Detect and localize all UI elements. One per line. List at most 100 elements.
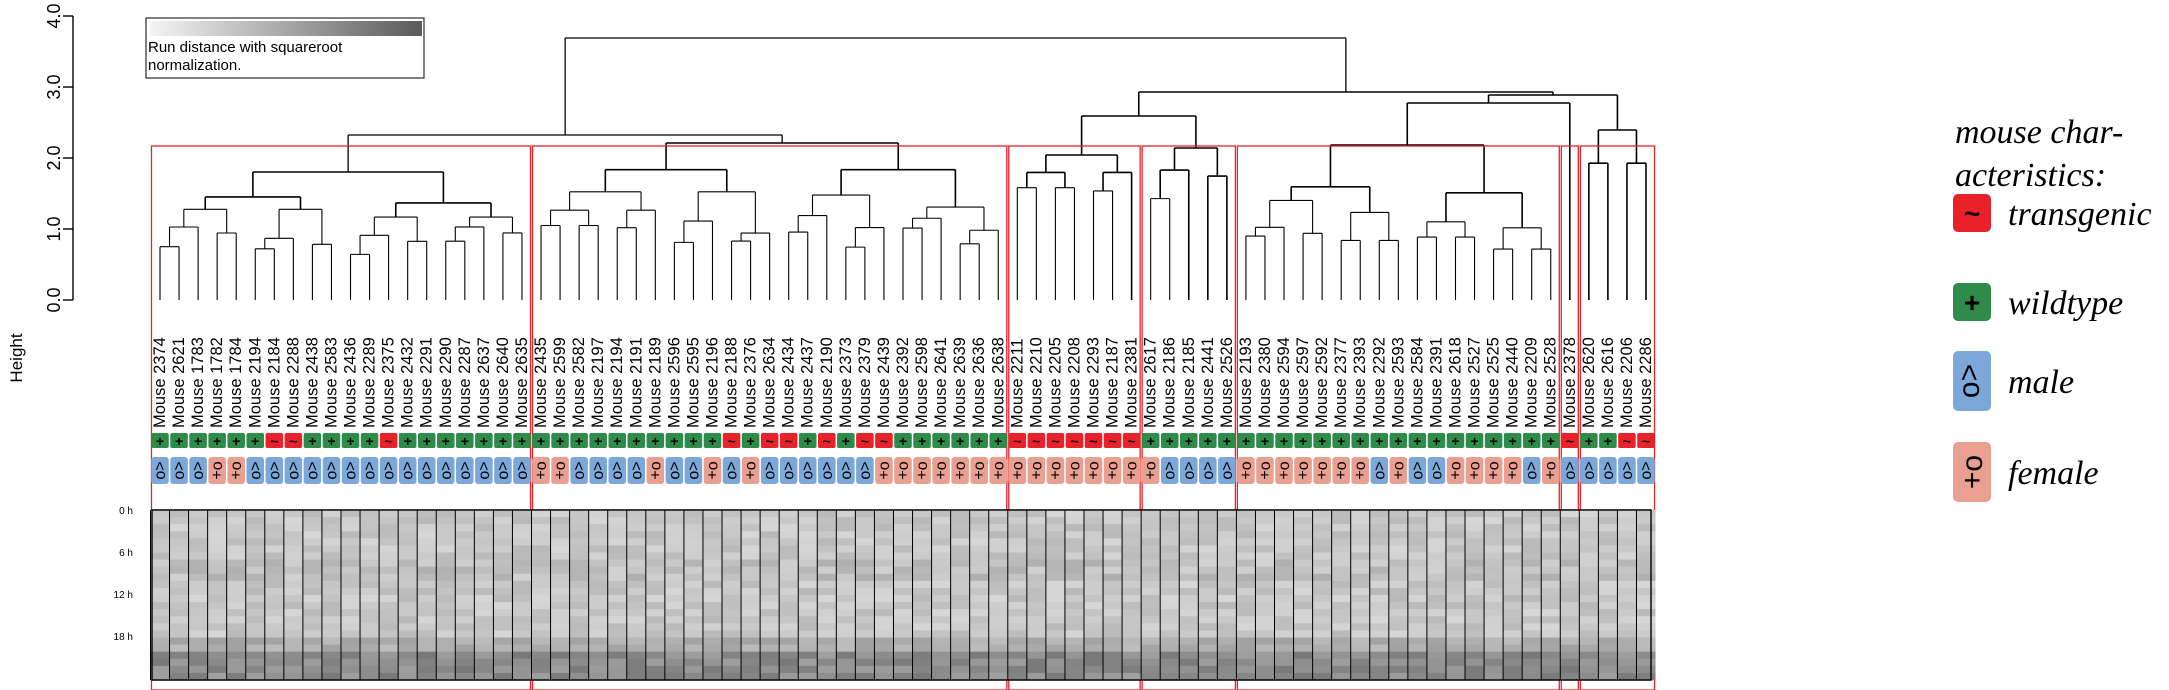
sex-glyph: o> — [1562, 461, 1579, 479]
time-label: 18 h — [114, 632, 133, 643]
type-glyph: + — [1489, 433, 1497, 449]
transgenic-marker — [856, 433, 874, 448]
male-icon: o> — [1953, 364, 1986, 398]
transgenic-marker — [265, 433, 284, 448]
male-marker — [151, 457, 169, 484]
mouse-label: Mouse 2440 — [1504, 337, 1522, 428]
type-glyph: + — [1451, 433, 1459, 449]
type-glyph: ~ — [1566, 433, 1574, 449]
type-glyph: + — [461, 433, 469, 449]
type-glyph: + — [423, 433, 431, 449]
mouse-label: Mouse 2599 — [551, 337, 569, 428]
mouse-label: Mouse 2189 — [646, 337, 664, 428]
female-legend-swatch — [1953, 442, 1991, 502]
wildtype-marker — [322, 433, 341, 448]
sex-glyph: o> — [152, 461, 169, 479]
type-glyph: ~ — [1642, 433, 1650, 449]
male-marker — [1199, 457, 1217, 484]
sex-glyph: +o — [1124, 461, 1141, 479]
male-marker — [1522, 457, 1541, 484]
mouse-label: Mouse 2437 — [799, 337, 817, 428]
sex-glyph: o> — [1581, 461, 1598, 479]
mouse-label: Mouse 2376 — [742, 337, 760, 428]
mouse-label: Mouse 2193 — [1237, 337, 1255, 428]
sex-glyph: +o — [1543, 461, 1560, 479]
mouse-label: Mouse 2637 — [475, 337, 493, 428]
sex-glyph: o> — [1619, 461, 1636, 479]
sex-glyph: o> — [1638, 461, 1655, 479]
male-marker — [303, 457, 322, 484]
male-marker — [608, 457, 627, 484]
male-marker — [570, 457, 588, 484]
mouse-label: Mouse 2583 — [322, 337, 340, 428]
female-marker — [532, 457, 550, 484]
sex-glyph: o> — [1219, 461, 1236, 479]
wildtype-marker — [1446, 433, 1465, 448]
wildtype-marker — [303, 433, 322, 448]
transgenic-marker — [760, 433, 779, 448]
gradient-legend: Run distance with squareroot normalizati… — [145, 17, 425, 79]
sex-glyph: +o — [952, 461, 969, 479]
sex-glyph: o> — [457, 461, 474, 479]
mouse-label: Mouse 2584 — [1408, 337, 1426, 428]
male-marker — [818, 457, 836, 484]
mouse-label: Mouse 2435 — [532, 337, 550, 428]
sex-glyph: o> — [381, 461, 398, 479]
wildtype-marker — [684, 433, 703, 448]
sex-glyph: +o — [1086, 461, 1103, 479]
female-marker — [227, 457, 245, 484]
sex-glyph: +o — [1447, 461, 1464, 479]
type-glyph: + — [1166, 433, 1174, 449]
sex-glyph: +o — [1047, 461, 1064, 479]
type-glyph: + — [975, 433, 983, 449]
mouse-label: Mouse 2593 — [1389, 337, 1407, 428]
type-glyph: + — [1147, 433, 1155, 449]
sex-glyph: +o — [743, 461, 760, 479]
mouse-label: Mouse 2634 — [761, 337, 779, 428]
female-legend-label: female — [2008, 455, 2099, 492]
female-marker — [741, 457, 760, 484]
sex-glyph: +o — [933, 461, 950, 479]
wildtype-marker — [570, 433, 588, 448]
type-glyph: + — [708, 433, 716, 449]
gradient-legend-text-2: normalization. — [148, 57, 241, 74]
type-glyph: + — [804, 433, 812, 449]
wildtype-marker — [589, 433, 607, 448]
female-marker — [1237, 457, 1255, 484]
y-tick-label: 0.0 — [44, 287, 64, 312]
cluster-box — [1141, 145, 1237, 690]
y-tick-label: 2.0 — [44, 145, 64, 170]
legend-title-2: acteristics: — [1955, 157, 2106, 194]
female-marker — [1503, 457, 1522, 484]
sex-glyph: o> — [266, 461, 283, 479]
wildtype-marker — [1179, 433, 1198, 448]
wildtype-marker — [246, 433, 265, 448]
mouse-label: Mouse 2211 — [1008, 338, 1026, 428]
mouse-label: Mouse 2432 — [399, 337, 417, 428]
mouse-label: Mouse 2638 — [989, 337, 1007, 428]
type-glyph: ~ — [1013, 433, 1021, 449]
transgenic-marker — [722, 433, 741, 448]
wildtype-marker — [989, 433, 1008, 448]
type-glyph: + — [499, 433, 507, 449]
mouse-label: Mouse 2620 — [1580, 337, 1598, 428]
wildtype-marker — [646, 433, 665, 448]
wildtype-marker — [951, 433, 969, 448]
wildtype-marker — [1408, 433, 1427, 448]
wildtype-marker — [151, 433, 169, 448]
wildtype-marker — [970, 433, 988, 448]
wildtype-marker — [1351, 433, 1370, 448]
sex-glyph: o> — [362, 461, 379, 479]
sex-glyph: o> — [857, 461, 874, 479]
type-glyph: + — [1185, 433, 1193, 449]
female-marker — [1275, 457, 1293, 484]
female-marker — [1046, 457, 1065, 484]
mouse-label: Mouse 2616 — [1599, 337, 1617, 428]
time-labels: 0 h 6 h 12 h 18 h — [114, 506, 133, 643]
characteristics-legend: mouse char- acteristics: ~ transgenic + wil… — [1953, 114, 2152, 502]
male-marker — [665, 457, 684, 484]
mouse-label: Mouse 2597 — [1294, 337, 1312, 428]
sex-glyph: o> — [1181, 461, 1198, 479]
female-icon: +o — [1956, 455, 1989, 489]
sex-glyph: +o — [914, 461, 931, 479]
